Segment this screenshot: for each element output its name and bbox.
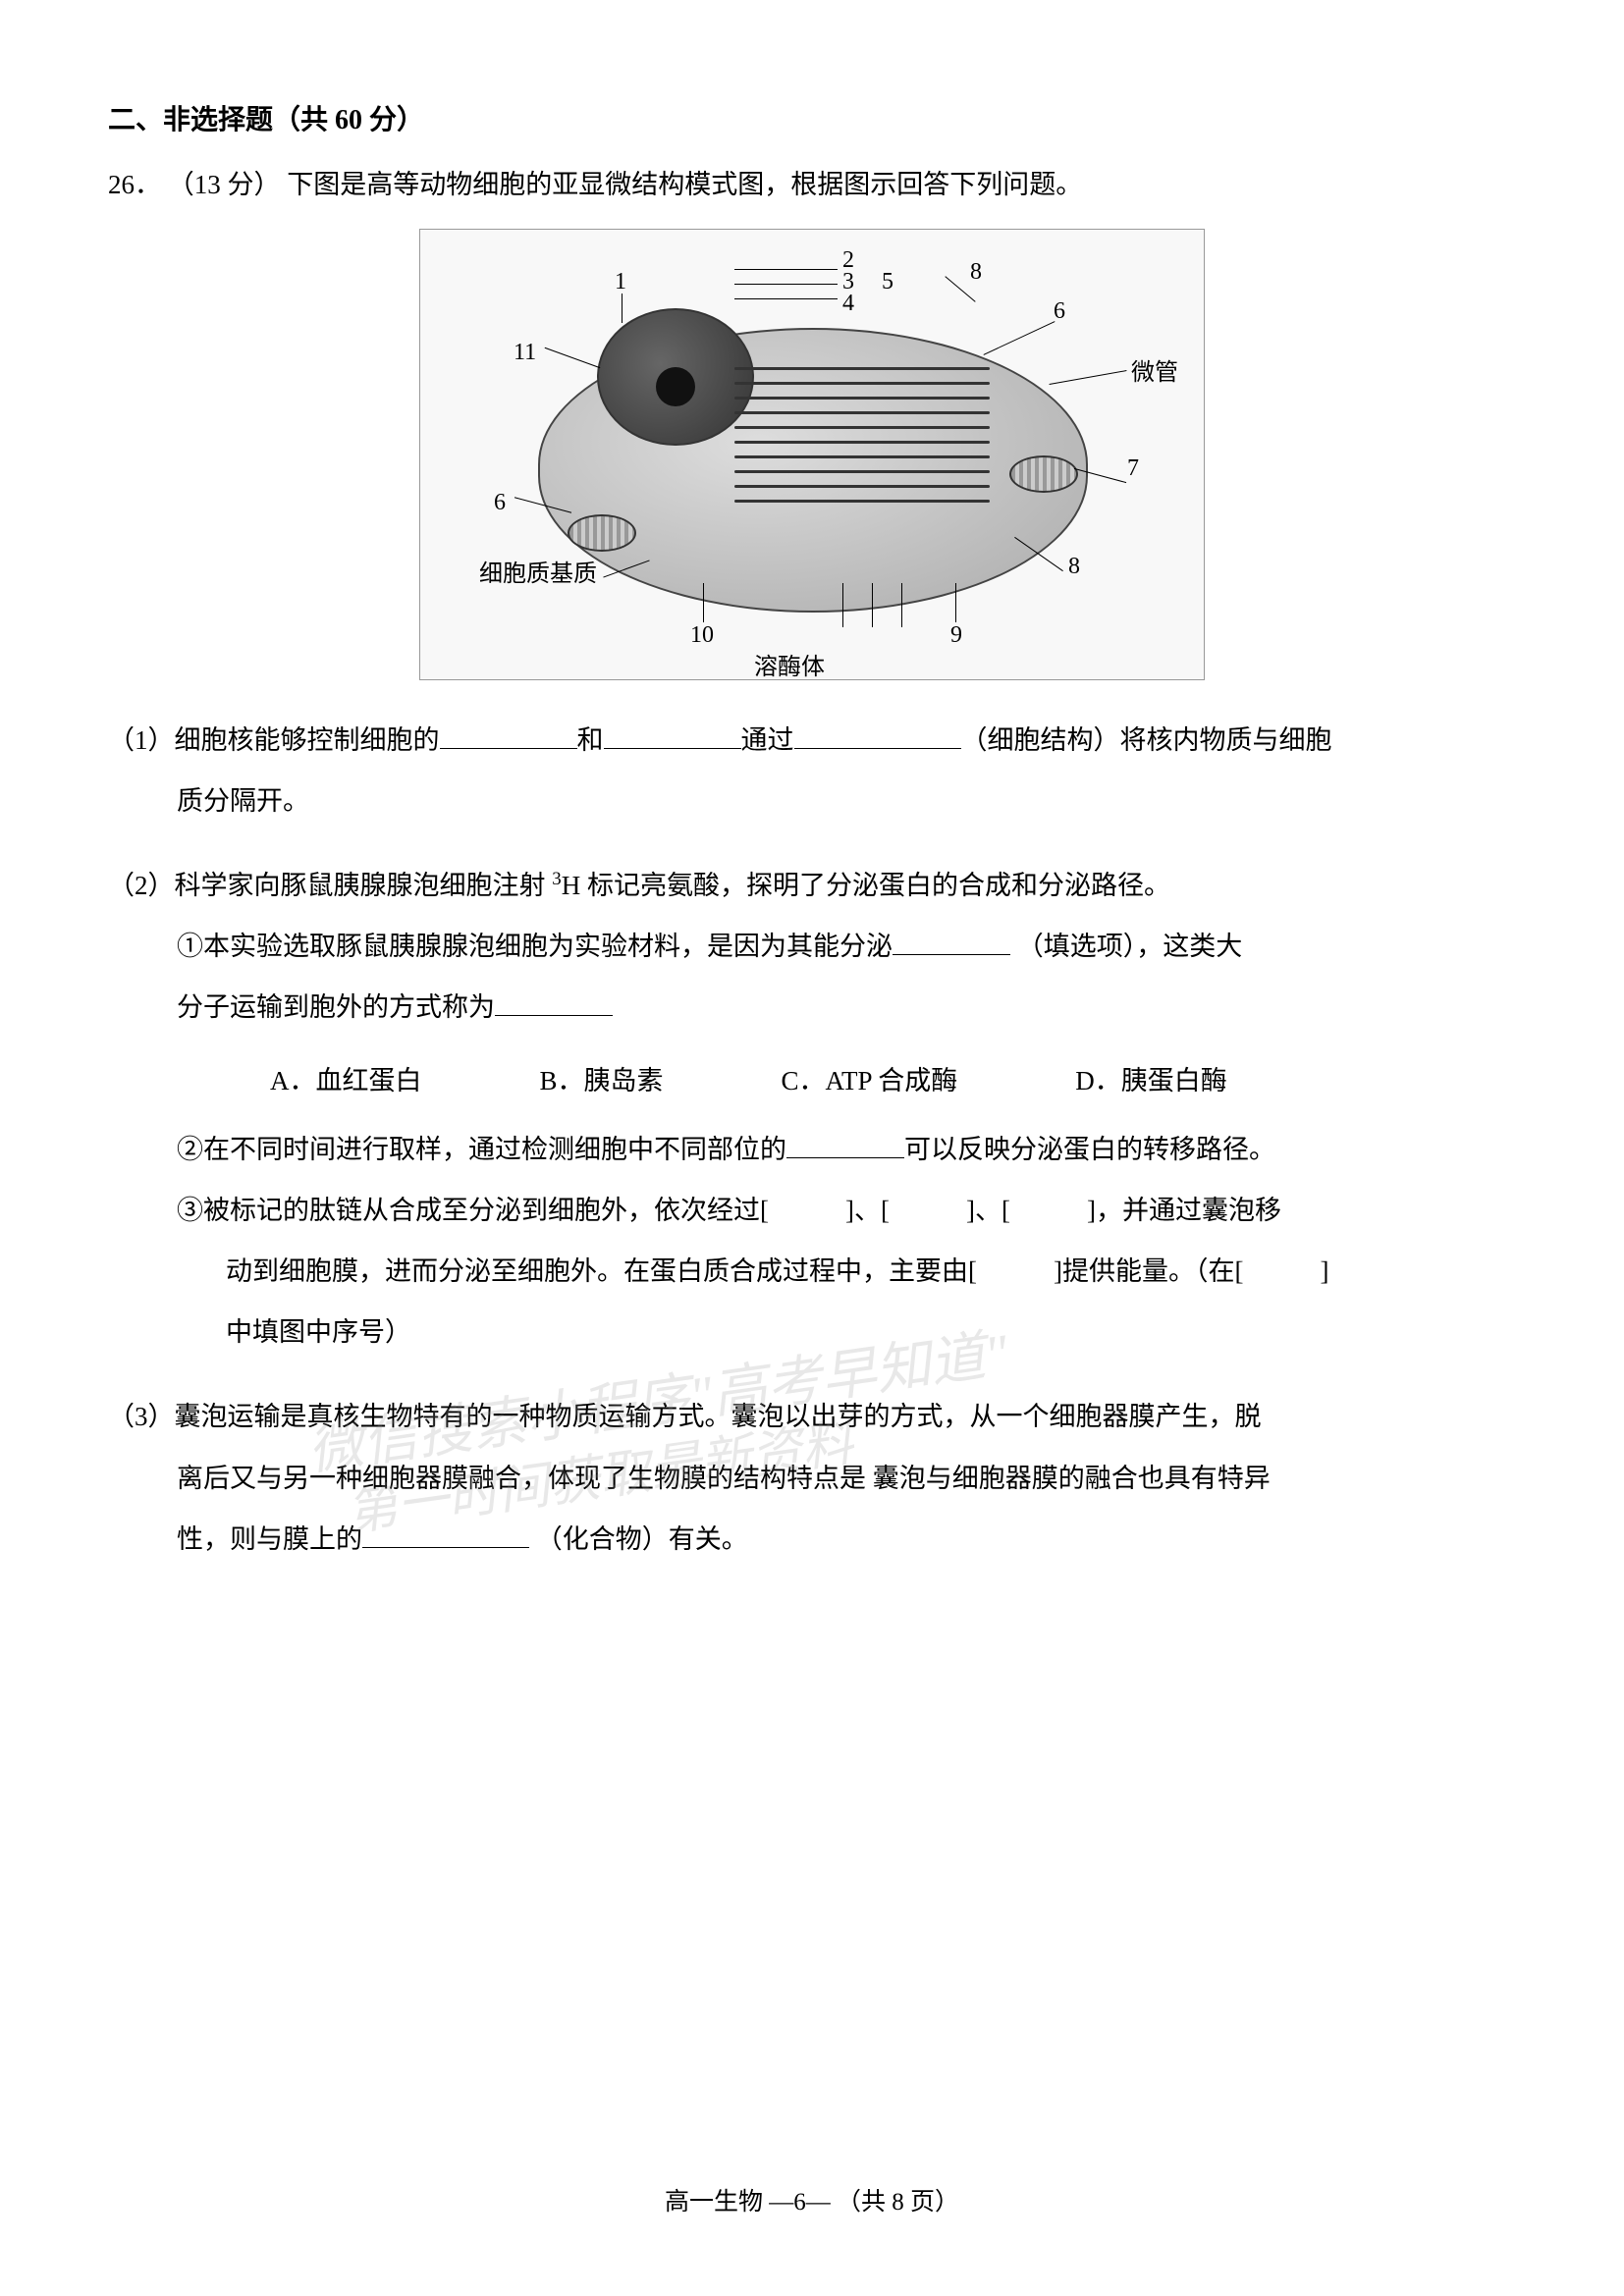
subq2-p2-text: ②在不同时间进行取样，通过检测细胞中不同部位的: [177, 1135, 786, 1164]
mitochondrion: [568, 514, 636, 552]
option-a[interactable]: A．血红蛋白: [270, 1059, 422, 1097]
superscript-3: 3: [552, 869, 561, 889]
subq2-p2-text: 可以反映分泌蛋白的转移路径。: [904, 1135, 1275, 1164]
blank[interactable]: [786, 1129, 904, 1158]
blank[interactable]: [893, 926, 1010, 955]
question-text: 下图是高等动物细胞的亚显微结构模式图，根据图示回答下列问题。: [287, 170, 1082, 199]
section-title: 二、非选择题（共 60 分）: [108, 98, 1516, 137]
question-stem: 26． （13 分） 下图是高等动物细胞的亚显微结构模式图，根据图示回答下列问题…: [108, 161, 1516, 209]
subq2-p3-text: 动到细胞膜，进而分泌至细胞外。在蛋白质合成过程中，主要由[: [226, 1256, 977, 1286]
subq2-p1-text: 分子运输到胞外的方式称为: [177, 992, 495, 1022]
blank[interactable]: [495, 987, 613, 1016]
subq2-p3-text: ]提供能量。（在[: [1054, 1256, 1243, 1286]
sub-question-2: （2）科学家向豚鼠胰腺腺泡细胞注射 3H 标记亮氨酸，探明了分泌蛋白的合成和分泌…: [108, 855, 1516, 1038]
label-1: 1: [615, 269, 626, 295]
subq3-prefix: （3）: [108, 1402, 175, 1431]
subq2-intro: H 标记亮氨酸，探明了分泌蛋白的合成和分泌路径。: [562, 871, 1170, 900]
cell-diagram: 1 2 3 4 5 8 6 微管 7 8 9 溶酶体 10 细胞质基质 6 11: [419, 229, 1205, 680]
diagram-container: 1 2 3 4 5 8 6 微管 7 8 9 溶酶体 10 细胞质基质 6 11: [108, 229, 1516, 680]
subq2-p2: ②在不同时间进行取样，通过检测细胞中不同部位的 可以反映分泌蛋白的转移路径。: [108, 1119, 1516, 1180]
subq2-prefix: （2）: [108, 871, 175, 900]
label-microtubule: 微管: [1131, 352, 1178, 387]
label-10: 10: [690, 622, 714, 649]
subq1-text: 细胞核能够控制细胞的: [175, 725, 440, 755]
mitochondrion: [1009, 455, 1078, 493]
subq2-p3: 中填图中序号）: [108, 1302, 1516, 1362]
subq3-text: 囊泡运输是真核生物特有的一种物质运输方式。囊泡以出芽的方式，从一个细胞器膜产生，…: [175, 1402, 1262, 1431]
options-row: A．血红蛋白 B．胰岛素 C．ATP 合成酶 D．胰蛋白酶: [270, 1059, 1516, 1097]
question-number: 26．: [108, 170, 161, 199]
option-b[interactable]: B．胰岛素: [540, 1059, 664, 1097]
subq2-p3-text: ]、[: [966, 1196, 1010, 1225]
label-6: 6: [1054, 298, 1065, 325]
label-11: 11: [514, 340, 536, 366]
subq3-text: 离后又与另一种细胞器膜融合，体现了生物膜的结构特点是 囊泡与细胞器膜的融合也具有…: [108, 1448, 1516, 1509]
label-8: 8: [970, 259, 982, 286]
subq1-text: 质分隔开。: [108, 771, 1516, 831]
label-9: 9: [950, 622, 962, 649]
subq1-text: （细胞结构）将核内物质与细胞: [961, 725, 1332, 755]
label-7: 7: [1127, 455, 1139, 482]
label-cytosol: 细胞质基质: [479, 554, 597, 588]
subq2-p1: ①本实验选取豚鼠胰腺腺泡细胞为实验材料，是因为其能分泌 （填选项），这类大: [108, 916, 1516, 977]
blank[interactable]: [362, 1519, 529, 1548]
subq2-p3-text: ③被标记的肽链从合成至分泌到细胞外，依次经过[: [177, 1196, 769, 1225]
question-points: （13 分）: [168, 170, 281, 199]
subq2-p1: 分子运输到胞外的方式称为: [108, 977, 1516, 1038]
subq1-text: 通过: [741, 725, 794, 755]
subq2-p3-text: ]: [1320, 1256, 1328, 1286]
subq2-p3-text: ]，并通过囊泡移: [1087, 1196, 1281, 1225]
label-lysosome: 溶酶体: [754, 647, 825, 681]
subq3-text: 性，则与膜上的 （化合物）有关。: [108, 1509, 1516, 1570]
page-footer: 高一生物 —6— （共 8 页）: [0, 2182, 1624, 2217]
subq2-p3: 动到细胞膜，进而分泌至细胞外。在蛋白质合成过程中，主要由[ ]提供能量。（在[]: [108, 1241, 1516, 1302]
sub-question-3: （3）囊泡运输是真核生物特有的一种物质运输方式。囊泡以出芽的方式，从一个细胞器膜…: [108, 1386, 1516, 1569]
sub-question-1: （1）细胞核能够控制细胞的 和 通过 （细胞结构）将核内物质与细胞 质分隔开。: [108, 710, 1516, 831]
subq2-p1-text: （填选项），这类大: [1010, 932, 1242, 961]
subq2-p3: ③被标记的肽链从合成至分泌到细胞外，依次经过[ ]、[ ]、[ ]，并通过囊泡移: [108, 1180, 1516, 1241]
label-4: 4: [842, 291, 854, 317]
option-c[interactable]: C．ATP 合成酶: [782, 1059, 958, 1097]
nucleolus: [656, 367, 695, 406]
label-8b: 8: [1068, 554, 1080, 580]
subq1-text: 和: [577, 725, 604, 755]
label-6b: 6: [494, 490, 506, 516]
subq3-c-text: （化合物）有关。: [529, 1524, 748, 1554]
subq3-c-text: 性，则与膜上的: [177, 1524, 362, 1554]
subq2-p3-text: ]、[: [845, 1196, 890, 1225]
label-5: 5: [882, 269, 893, 295]
subq2-p1-text: ①本实验选取豚鼠胰腺腺泡细胞为实验材料，是因为其能分泌: [177, 932, 893, 961]
subq1-prefix: （1）: [108, 725, 175, 755]
blank[interactable]: [794, 720, 961, 749]
subq2-intro: 科学家向豚鼠胰腺腺泡细胞注射: [175, 871, 553, 900]
er: [734, 357, 990, 524]
sub-question-2-cont: ②在不同时间进行取样，通过检测细胞中不同部位的 可以反映分泌蛋白的转移路径。 ③被…: [108, 1119, 1516, 1362]
blank[interactable]: [440, 720, 577, 749]
option-d[interactable]: D．胰蛋白酶: [1075, 1059, 1227, 1097]
blank[interactable]: [604, 720, 741, 749]
